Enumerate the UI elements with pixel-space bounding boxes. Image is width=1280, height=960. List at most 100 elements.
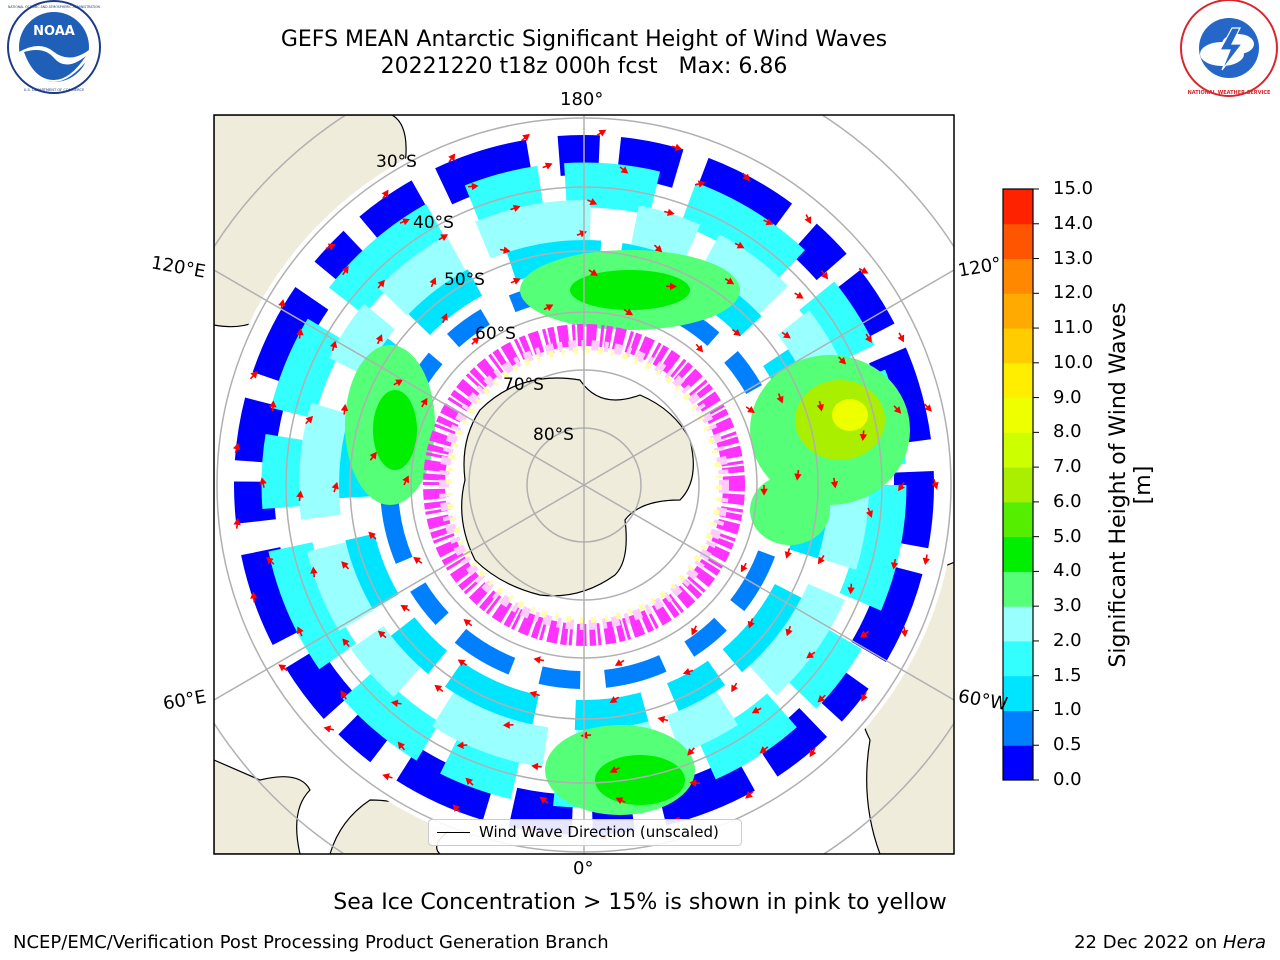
wind-arrow-head xyxy=(898,483,906,492)
chart-title: GEFS MEAN Antarctic Significant Height o… xyxy=(280,27,888,52)
wind-arrow-head xyxy=(816,403,824,412)
footer-date: 22 Dec 2022 on Hera xyxy=(1074,932,1266,953)
lat-label-50s: 50°S xyxy=(444,270,485,290)
wind-arrow-head xyxy=(795,291,804,299)
colorbar-segment xyxy=(1003,536,1033,572)
wind-arrow-head xyxy=(900,630,909,638)
wind-arrow-head xyxy=(804,216,812,225)
legend-line-swatch xyxy=(437,832,470,833)
noaa-logo: NOAA NATIONAL OCEANIC AND ATMOSPHERIC AD… xyxy=(7,0,101,94)
noaa-logo-text: NOAA xyxy=(33,24,75,39)
colorbar-tick-label: 1.0 xyxy=(1053,699,1082,721)
wind-arrow-head xyxy=(817,556,825,565)
lat-label-80s: 80°S xyxy=(533,425,574,445)
wind-arrow-head xyxy=(806,651,814,659)
colorbar-tick-label: 9.0 xyxy=(1053,386,1082,408)
wind-arrow-head xyxy=(375,334,383,342)
wind-arrow-head xyxy=(747,620,755,629)
colorbar-tick-label: 3.0 xyxy=(1053,595,1082,617)
wind-arrow-head xyxy=(689,779,697,787)
wind-arrow-head xyxy=(859,433,868,442)
wind-arrow-head xyxy=(598,129,607,137)
footer-host: Hera xyxy=(1222,932,1266,953)
colorbar-title: Significant Height of Wind Waves [m] xyxy=(1106,302,1156,668)
wind-arrow-head xyxy=(330,340,338,349)
lat-label-60s: 60°S xyxy=(475,324,516,344)
wind-arrow-head xyxy=(654,244,663,253)
lat-label-30s: 30°S xyxy=(376,152,417,172)
antarctica-land xyxy=(461,377,694,597)
colorbar-tick-label: 0.5 xyxy=(1053,734,1082,756)
wind-arrow-head xyxy=(331,481,339,490)
nws-logo: NATIONAL WEATHER SERVICE xyxy=(1180,0,1278,97)
wind-arrow-head xyxy=(266,556,274,565)
wind-arrow-head xyxy=(759,746,768,754)
wind-arrow-head xyxy=(250,591,258,599)
colorbar-segment xyxy=(1003,571,1033,607)
wind-arrow-head xyxy=(269,400,277,408)
wind-arrow-head xyxy=(726,277,735,285)
wind-arrow-head xyxy=(697,180,706,188)
wind-arrow-head xyxy=(232,442,241,451)
wind-arrow-head xyxy=(820,271,829,280)
graticule xyxy=(214,115,954,854)
wind-arrow-head xyxy=(448,153,456,162)
lat-label-70s: 70°S xyxy=(503,375,544,395)
colorbar-segment xyxy=(1003,362,1033,399)
wind-arrow-head xyxy=(669,282,677,291)
wind-arrow-head xyxy=(503,246,511,254)
wind-arrow-head xyxy=(809,749,817,758)
wind-arrow-head xyxy=(687,748,695,756)
wind-arrow-head xyxy=(341,561,349,569)
wind-arrow-head xyxy=(452,804,461,812)
wind-arrow-head xyxy=(390,699,399,707)
wind-arrow-head xyxy=(471,336,480,345)
wind-arrow-head xyxy=(377,279,385,288)
wind-arrow-head xyxy=(657,715,666,724)
wind-arrow-head xyxy=(340,403,349,412)
wind-arrow-head xyxy=(922,557,930,566)
colorbar-tick-label: 14.0 xyxy=(1053,212,1094,234)
colorbar-segment xyxy=(1003,675,1033,711)
wind-arrow-head xyxy=(745,791,753,799)
colorbar-segment xyxy=(1003,397,1033,433)
footer-date-text: 22 Dec 2022 on xyxy=(1074,932,1223,953)
wind-arrow-head xyxy=(589,198,598,205)
wind-arrow-head xyxy=(382,773,390,781)
wind-arrow-head xyxy=(733,328,741,337)
colorbar-tick-label: 12.0 xyxy=(1053,282,1094,304)
colorbar-tick-label: 7.0 xyxy=(1053,456,1082,478)
wind-arrow-head xyxy=(296,626,304,635)
wind-arrow-head xyxy=(765,218,774,226)
wind-arrow-head xyxy=(861,693,868,702)
wind-arrow-head xyxy=(259,477,267,485)
wind-arrow-head xyxy=(296,490,304,498)
wind-arrow-head xyxy=(529,690,538,698)
wind-arrow-head xyxy=(457,659,466,667)
colorbar-tick-label: 10.0 xyxy=(1053,351,1094,373)
wind-arrow-head xyxy=(625,308,634,316)
wind-arrow-head xyxy=(731,684,738,693)
colorbar-tick-label: 6.0 xyxy=(1053,490,1082,512)
wind-arrow-head xyxy=(776,395,784,404)
wind-arrow-head xyxy=(609,696,618,703)
sea-ice-note: Sea Ice Concentration > 15% is shown in … xyxy=(333,890,947,915)
wind-arrow-head xyxy=(847,587,855,595)
wind-arrow-head xyxy=(533,656,541,664)
colorbar-segment xyxy=(1003,223,1033,260)
wind-arrow-head xyxy=(830,481,839,489)
wind-arrow-head xyxy=(531,762,539,771)
wind-arrow-head xyxy=(440,234,449,241)
wind-arrow-head xyxy=(327,243,336,251)
colorbar-segment xyxy=(1003,606,1033,642)
wind-arrow-head xyxy=(751,706,760,714)
wind-arrow-head xyxy=(456,741,464,750)
wind-arrow-head xyxy=(340,690,348,698)
wind-arrow-head xyxy=(794,473,802,481)
wind-arrow-head xyxy=(341,265,349,274)
wind-arrow-head xyxy=(760,488,768,496)
noaa-logo-ring-text: NATIONAL OCEANIC AND ATMOSPHERIC ADMINIS… xyxy=(8,5,101,9)
colorbar-tick-label: 0.0 xyxy=(1053,769,1082,790)
wind-arrow-head xyxy=(395,379,404,387)
colorbar-tick-label: 4.0 xyxy=(1053,560,1082,582)
